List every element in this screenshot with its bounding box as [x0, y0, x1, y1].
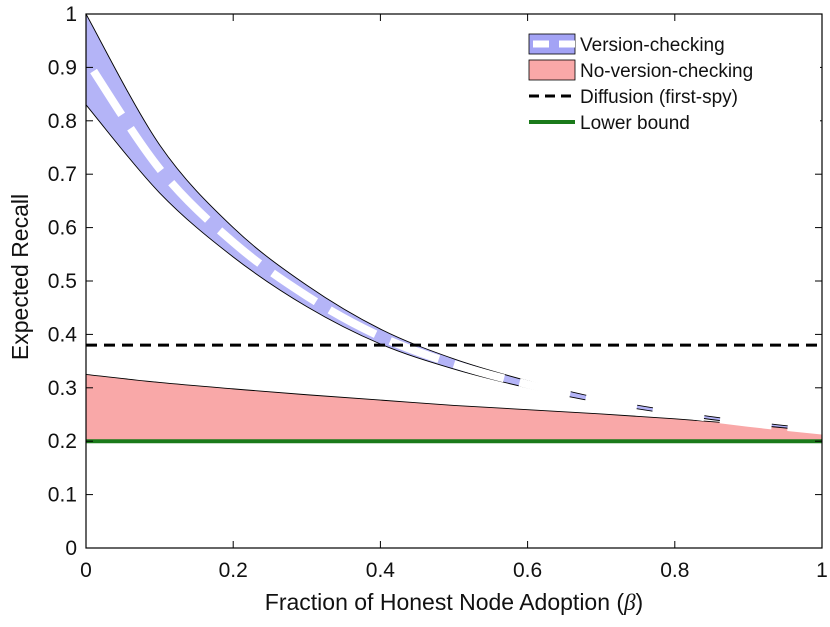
version-checking-dash-pattern	[82, 57, 823, 435]
line-layer	[86, 343, 822, 444]
x-axis-label: Fraction of Honest Node Adoption (β)	[265, 589, 643, 615]
y-tick-label: 0.6	[48, 217, 77, 240]
legend-label-version-checking: Version-checking	[580, 35, 725, 56]
legend-item-version-checking: Version-checking	[528, 33, 725, 56]
legend-label-diffusion: Diffusion (first-spy)	[580, 87, 738, 108]
y-tick-label: 0	[65, 537, 77, 560]
y-tick-label: 0.2	[48, 430, 77, 453]
x-tick-label: 1	[816, 559, 828, 582]
legend-swatch-no-version-checking	[528, 59, 576, 81]
legend-item-no-version-checking: No-version-checking	[528, 59, 753, 82]
x-tick-label: 0.6	[513, 559, 542, 582]
x-tick-label: 0.2	[219, 559, 248, 582]
y-tick-label: 1	[65, 3, 77, 26]
no-version-checking-band	[86, 374, 822, 442]
x-axis-label-close: )	[636, 589, 644, 615]
y-tick-label: 0.8	[48, 110, 77, 133]
legend-label-lower-bound: Lower bound	[580, 113, 690, 134]
band-layer	[82, 13, 823, 442]
x-tick-label: 0	[80, 559, 92, 582]
legend: Version-checking No-version-checking Dif…	[522, 28, 820, 140]
tick-layer: 0 0.2 0.4 0.6 0.8 1 0 0.1 0.2 0.3 0.4 0.5 0.6 0.7 0.8 0…	[48, 3, 828, 582]
version-checking-lower-edge	[85, 104, 823, 433]
y-tick-label: 0.7	[48, 163, 77, 186]
legend-item-diffusion: Diffusion (first-spy)	[529, 87, 738, 108]
y-tick-label: 0.3	[48, 377, 77, 400]
y-tick-label: 0.9	[48, 56, 77, 79]
x-axis-label-text: Fraction of Honest Node Adoption (	[265, 589, 625, 615]
legend-label-no-version-checking: No-version-checking	[580, 61, 753, 82]
y-axis-label: Expected Recall	[7, 194, 33, 360]
y-tick-label: 0.5	[48, 270, 77, 293]
x-axis-label-symbol: β	[623, 590, 636, 615]
legend-item-lower-bound: Lower bound	[529, 113, 690, 134]
x-tick-label: 0.4	[366, 559, 396, 582]
y-tick-label: 0.4	[48, 323, 78, 346]
y-tick-label: 0.1	[48, 484, 77, 507]
x-tick-label: 0.8	[660, 559, 689, 582]
no-version-checking-upper-edge	[85, 374, 823, 431]
